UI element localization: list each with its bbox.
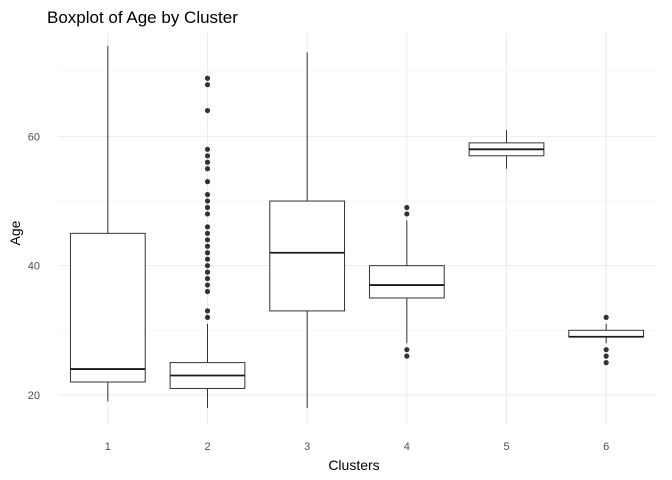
outlier-point [204,263,211,269]
outlier-point [204,146,211,152]
outlier-point [204,224,211,230]
iqr-box [269,200,346,312]
outlier-point [204,198,211,204]
boxes [69,45,645,408]
outlier-point [204,191,211,198]
x-tick-label: 4 [404,441,410,453]
outlier-point [404,211,410,217]
x-tick-label: 6 [603,441,609,453]
outlier-point [204,288,211,295]
x-tick-label: 1 [105,441,111,453]
box-cluster-1 [69,45,146,402]
iqr-box [69,232,146,383]
x-tick-label: 5 [503,441,509,453]
outlier-point [603,314,609,320]
outlier-point [204,275,211,282]
chart-title: Boxplot of Age by Cluster [47,8,238,27]
outlier-point [204,314,211,320]
y-tick-label: 60 [28,131,40,143]
y-tick-label: 40 [28,261,40,273]
outlier-point [204,82,211,88]
outlier-point [204,166,211,172]
outlier-point [603,360,609,366]
outlier-point [404,353,410,359]
outlier-point [404,204,410,211]
x-tick-labels: 1 2 3 4 5 6 [105,441,609,453]
outlier-point [204,153,211,159]
x-tick-label: 3 [304,441,310,453]
outlier-point [204,237,211,243]
y-tick-labels: 20 40 60 [28,131,40,402]
outlier-point [204,204,211,211]
outlier-point [204,107,211,114]
outlier-point [603,353,609,359]
outlier-point [204,211,211,217]
outlier-point [204,179,211,185]
outlier-point [204,243,211,249]
outlier-point [204,159,211,165]
box-cluster-3 [269,52,346,408]
iqr-box [368,265,445,299]
outlier-point [204,308,211,314]
outlier-point [204,75,211,81]
outlier-point [204,256,211,262]
box-cluster-4 [368,204,445,359]
box-cluster-2 [169,75,246,408]
outlier-point [204,250,211,256]
x-axis-title: Clusters [328,457,379,473]
y-axis-title: Age [7,220,23,245]
iqr-box [568,329,645,338]
box-cluster-6 [568,314,645,366]
outlier-point [603,347,609,353]
outlier-point [204,282,211,288]
x-tick-label: 2 [204,441,210,453]
box-cluster-5 [468,129,545,169]
y-tick-label: 20 [28,390,40,402]
outlier-point [204,230,211,236]
grid [58,33,656,424]
outlier-point [204,269,211,275]
outlier-point [404,347,410,353]
